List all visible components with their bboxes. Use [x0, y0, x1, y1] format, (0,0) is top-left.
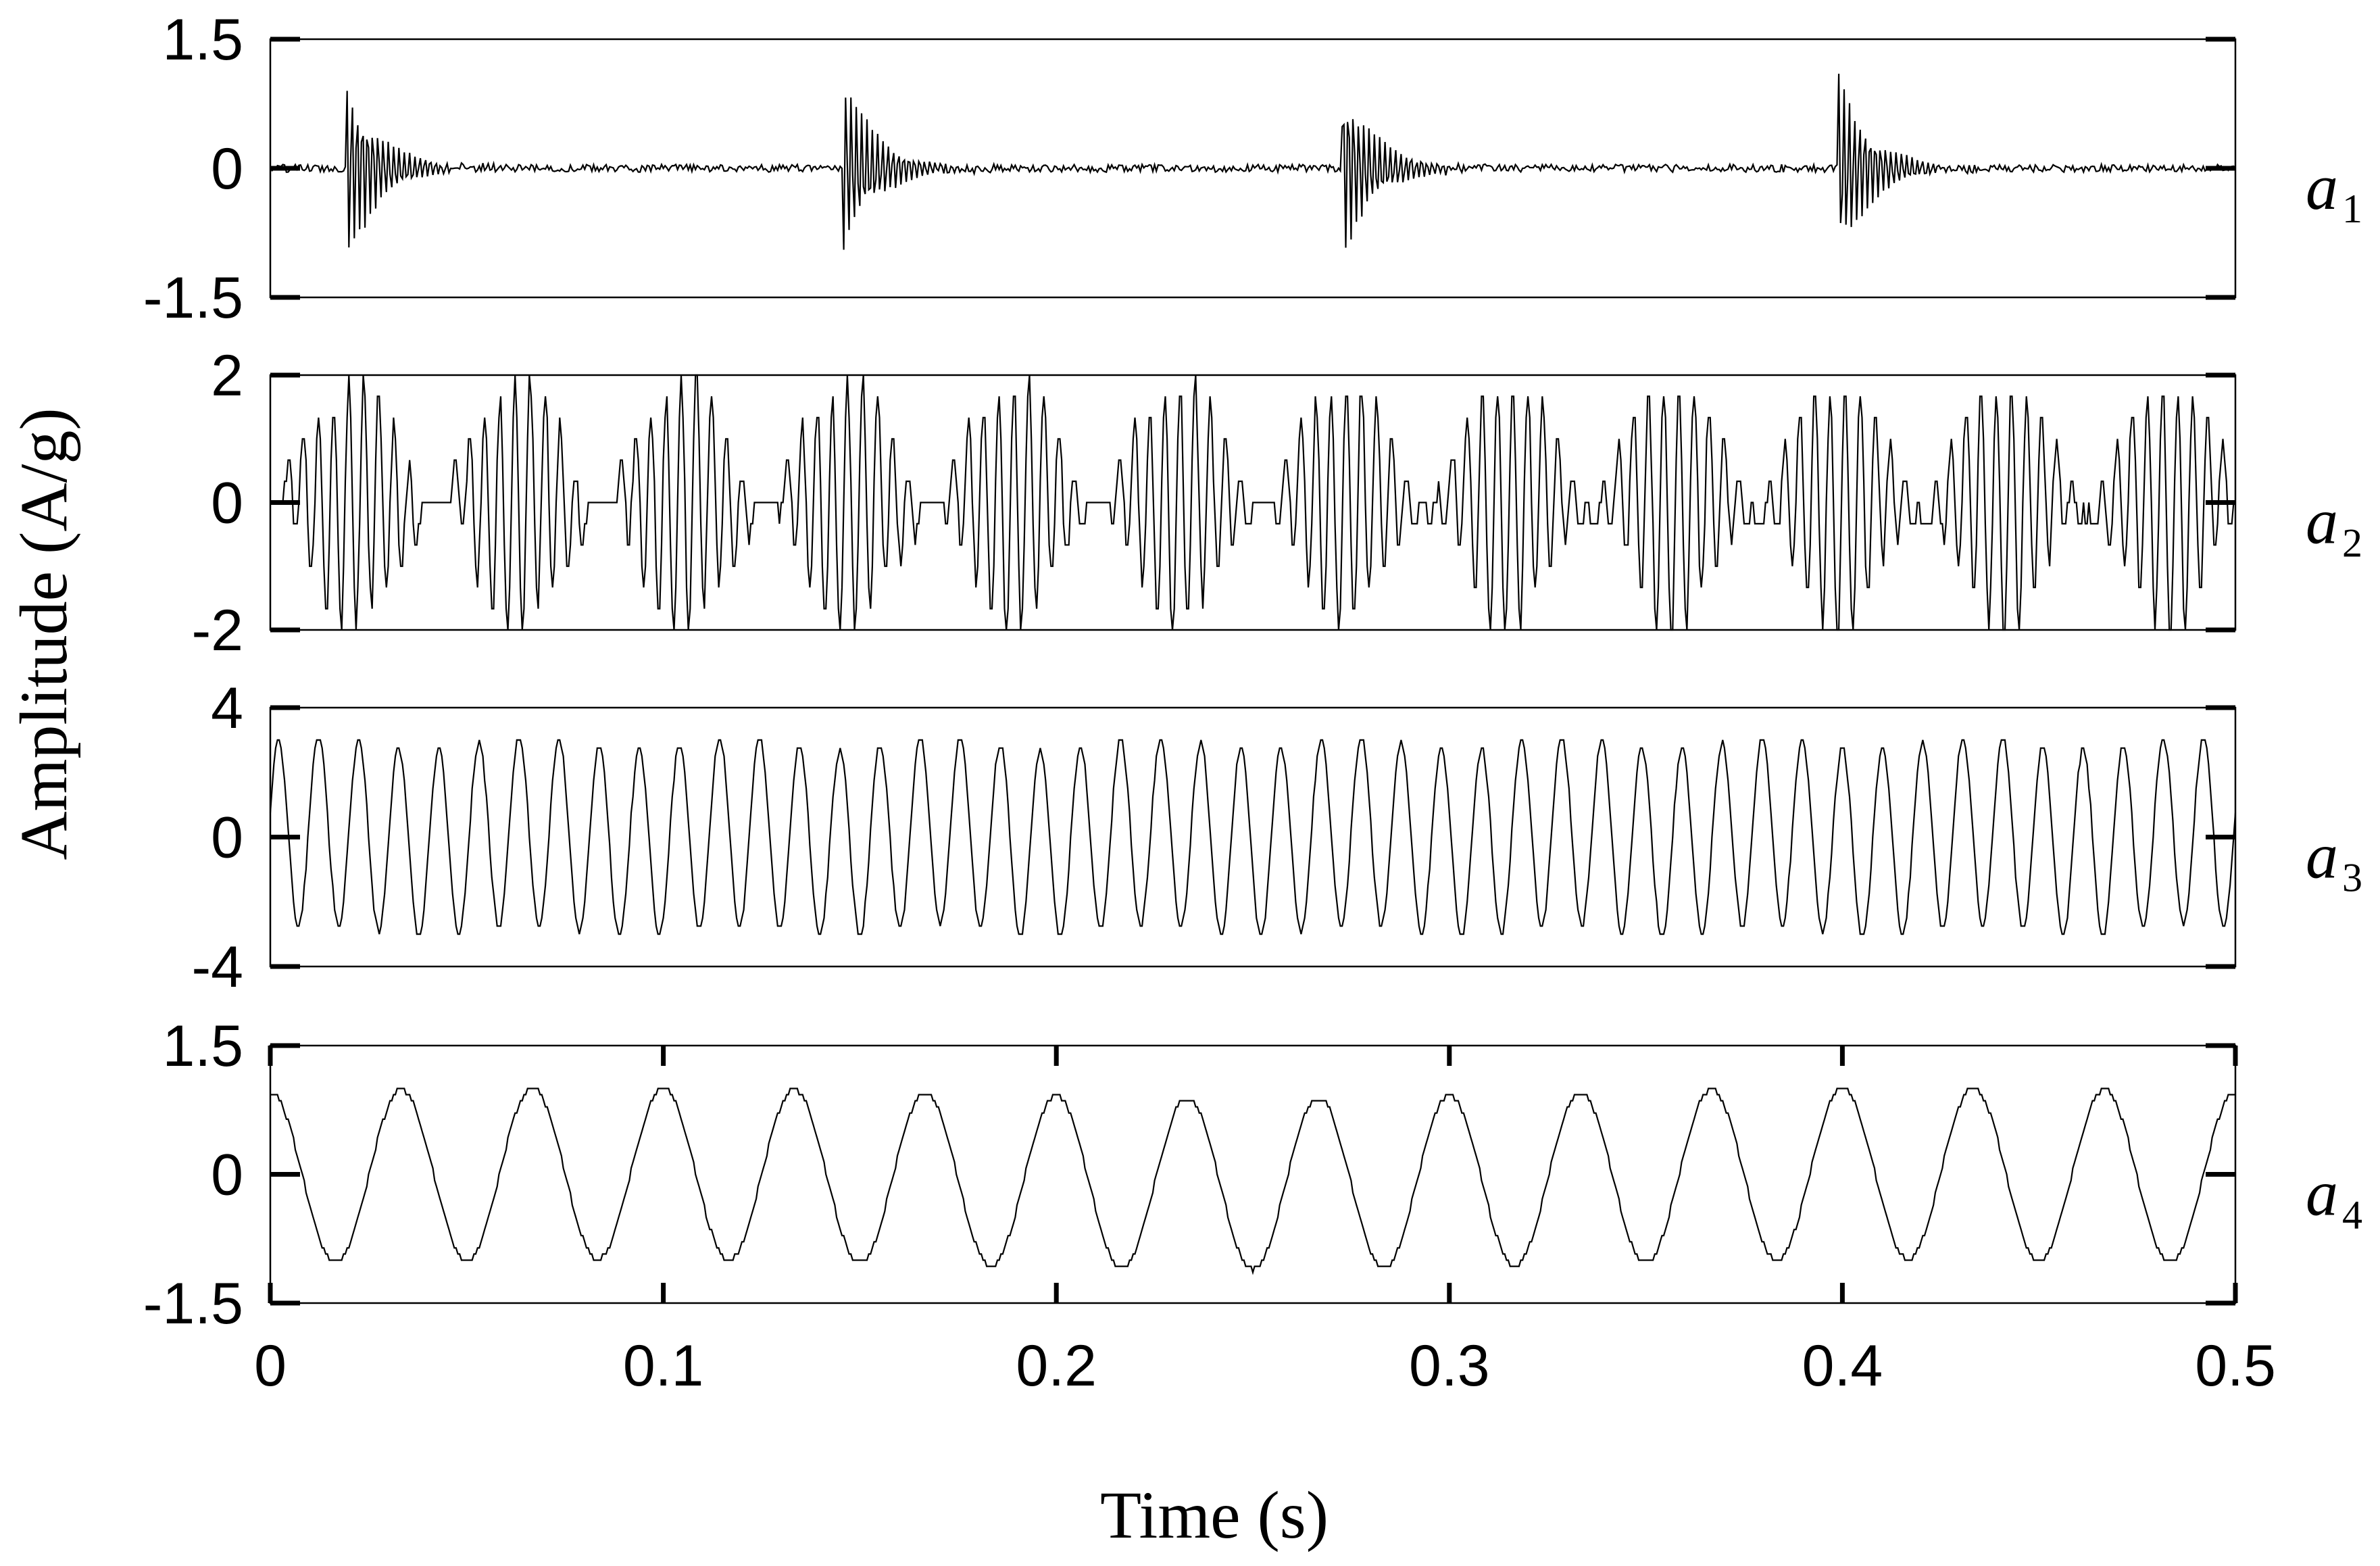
panel-3-frame: [269, 706, 2237, 968]
panel-1: 1.5 0 -1.5 a 1: [143, 7, 2362, 331]
panel-3: 4 0 -4 a 3: [192, 676, 2362, 1000]
x-axis-label: Time (s): [1100, 1477, 1329, 1552]
panel-2-y-tick-label: -2: [192, 598, 243, 663]
panel-1-signal-trace: [270, 74, 2237, 250]
panel-4-y-tick-label: 0: [211, 1143, 243, 1208]
panel-3-y-tick-label: 4: [211, 676, 243, 741]
panel-4-y-tick-label: -1.5: [143, 1271, 243, 1336]
x-tick-label: 0.3: [1409, 1333, 1490, 1398]
panel-1-y-tick-label: 0: [211, 137, 243, 201]
panel-2: 2 0 -2 a 2: [192, 343, 2362, 663]
x-tick-labels: 0 0.1 0.2 0.3 0.4 0.5: [254, 1333, 2276, 1398]
panel-3-y-tick-label: -4: [192, 935, 243, 1000]
panel-2-y-tick-label: 0: [211, 471, 243, 536]
x-tick-label: 0: [254, 1333, 287, 1398]
panel-1-y-tick-label: -1.5: [143, 266, 243, 331]
x-tick-label: 0.1: [623, 1333, 704, 1398]
panels: 1.5 0 -1.5 a 1 2 0 -2 a 2 4 0 -4 a 3 1.5 0 -1.5 a 4: [143, 7, 2362, 1336]
panel-4: 1.5 0 -1.5 a 4: [143, 1014, 2362, 1336]
x-tick-label: 0.2: [1016, 1333, 1097, 1398]
x-tick-label: 0.5: [2195, 1333, 2276, 1398]
panel-3-signal-trace: [269, 739, 2237, 935]
panel-2-signal-trace: [270, 374, 2235, 631]
x-tick-label: 0.4: [1802, 1333, 1883, 1398]
panel-2-y-tick-label: 2: [211, 343, 243, 408]
panel-4-signal-trace: [270, 1087, 2235, 1275]
y-axis-label: Amplitude (A/g): [6, 408, 81, 860]
panel-3-y-tick-label: 0: [211, 806, 243, 871]
panel-1-y-tick-label: 1.5: [162, 7, 243, 72]
panel-4-y-tick-label: 1.5: [162, 1014, 243, 1079]
